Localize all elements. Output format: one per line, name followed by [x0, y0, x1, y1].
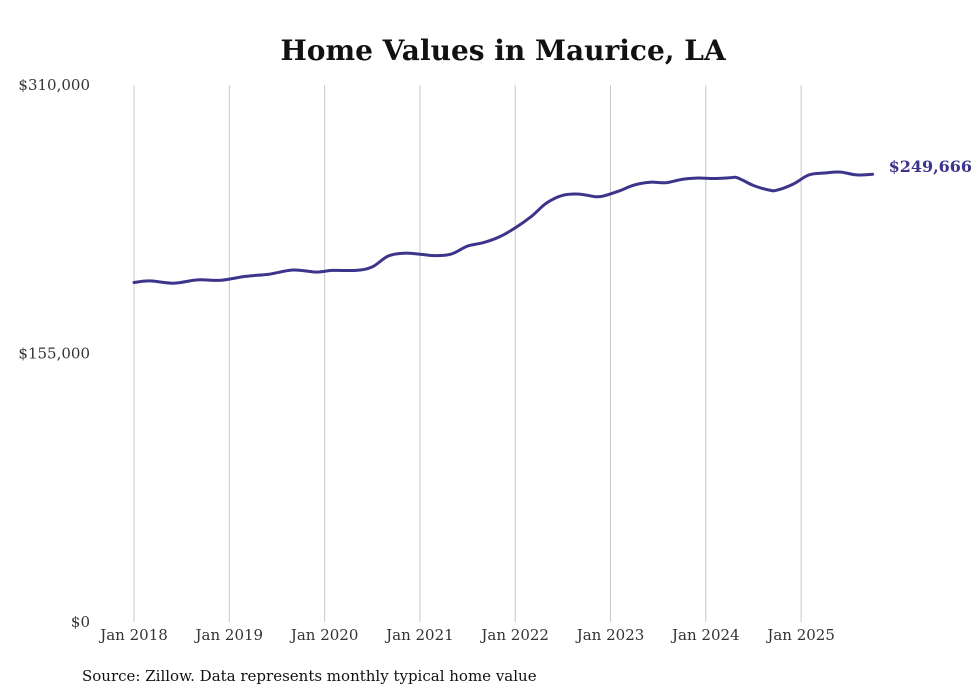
x-tick-label: Jan 2025 [765, 626, 835, 644]
y-tick-label: $310,000 [18, 76, 90, 94]
x-tick-label: Jan 2023 [575, 626, 645, 644]
x-tick-label: Jan 2021 [384, 626, 454, 644]
source-note: Source: Zillow. Data represents monthly … [82, 667, 537, 685]
x-tick-label: Jan 2022 [479, 626, 549, 644]
chart-title: Home Values in Maurice, LA [280, 34, 727, 67]
grid-lines [133, 85, 802, 622]
x-tick-label: Jan 2024 [670, 626, 740, 644]
end-value-label: $249,666 [889, 157, 973, 176]
x-tick-label: Jan 2018 [98, 626, 168, 644]
x-tick-label: Jan 2020 [289, 626, 359, 644]
y-axis-ticks: $0 $155,000 $310,000 [18, 76, 90, 631]
y-tick-label: $0 [71, 613, 90, 631]
x-tick-label: Jan 2019 [194, 626, 264, 644]
y-tick-label: $155,000 [18, 345, 90, 363]
x-axis-ticks: Jan 2018 Jan 2019 Jan 2020 Jan 2021 Jan … [98, 626, 835, 644]
home-value-series-line [132, 170, 875, 285]
